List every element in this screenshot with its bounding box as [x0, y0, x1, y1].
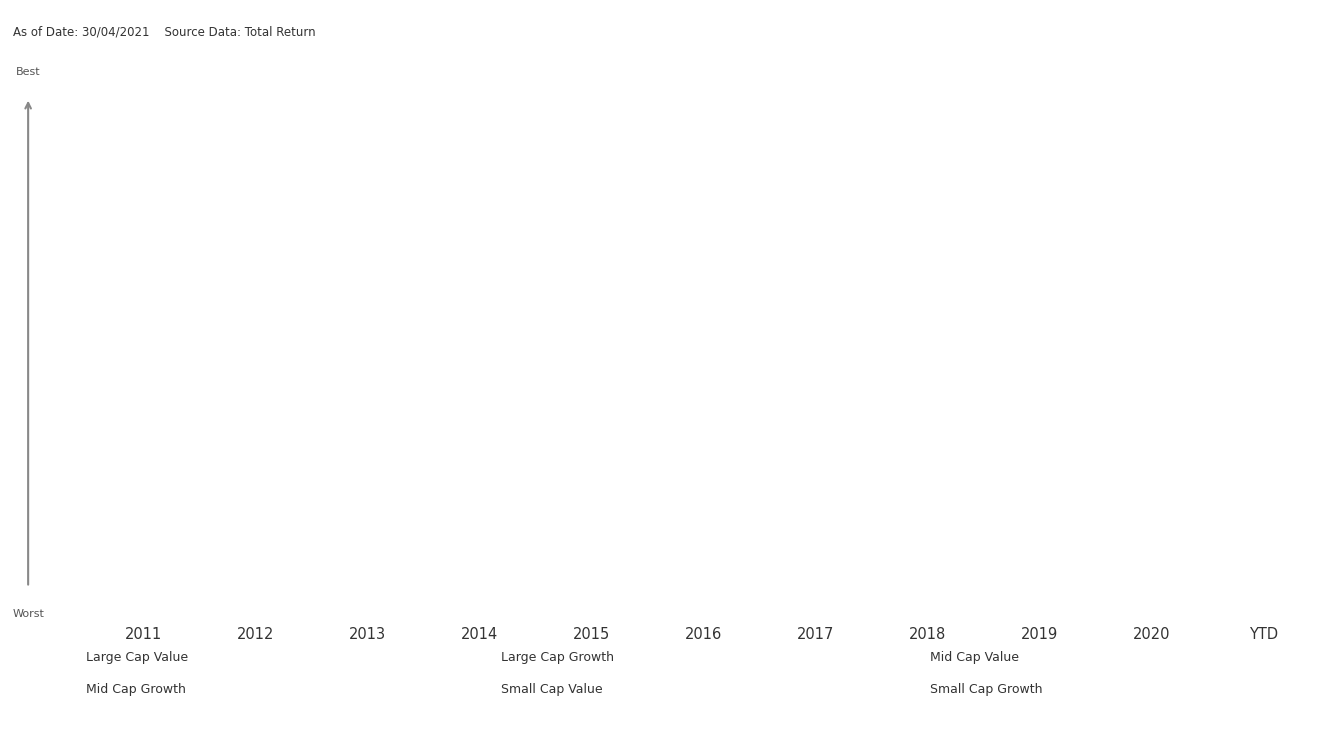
Text: Mid Cap
Growth
57.5: Mid Cap Growth 57.5 [339, 187, 395, 233]
Text: 2015: 2015 [572, 627, 610, 642]
Text: Small Cap
Growth
13.2: Small Cap Growth 13.2 [221, 542, 289, 588]
Text: Large Cap
Value
1.1: Large Cap Value 1.1 [109, 187, 178, 233]
Text: 2013: 2013 [348, 627, 386, 642]
Text: Mid Cap
Growth
-1.7: Mid Cap Growth -1.7 [115, 364, 172, 410]
Text: Small Cap
Growth
11.8: Small Cap Growth 11.8 [669, 364, 738, 410]
Text: Mid Cap
Value
18.4: Mid Cap Value 18.4 [1235, 187, 1292, 233]
Text: 2016: 2016 [685, 627, 722, 642]
Text: Large Cap
Growth
22.1: Large Cap Growth 22.1 [781, 98, 851, 144]
Text: Small Cap
Growth
22.6: Small Cap Growth 22.6 [1118, 276, 1186, 321]
Text: Large Cap
Growth
21.7: Large Cap Growth 21.7 [556, 98, 626, 144]
Text: Small Cap
Value
-4.7: Small Cap Value -4.7 [1118, 453, 1186, 499]
Text: Large Cap
Growth
4.6: Large Cap Growth 4.6 [109, 98, 178, 144]
Text: Mid Cap Growth: Mid Cap Growth [86, 683, 186, 695]
Text: Mid Cap Value: Mid Cap Value [930, 652, 1018, 664]
Text: 2018: 2018 [909, 627, 946, 642]
Text: Small Cap
Value
13.9: Small Cap Value 13.9 [445, 542, 513, 588]
Text: Mid Cap
Value
-4.4: Mid Cap Value -4.4 [1124, 364, 1179, 410]
Text: Large Cap
Value
14.1: Large Cap Value 14.1 [1229, 276, 1298, 321]
Text: Large Cap
Value
5.4: Large Cap Value 5.4 [781, 364, 851, 410]
Text: Large Cap Value: Large Cap Value [86, 652, 188, 664]
Text: Mid Cap
Value
27.3: Mid Cap Value 27.3 [1012, 364, 1068, 410]
Text: Small Cap
Growth
15.4: Small Cap Growth 15.4 [445, 453, 513, 499]
Text: Mid Cap
Growth
22.3: Mid Cap Growth 22.3 [452, 364, 507, 410]
Text: Large Cap
Growth
26.9: Large Cap Growth 26.9 [1116, 98, 1187, 144]
Text: Mid Cap
Growth
4.9: Mid Cap Growth 4.9 [1235, 542, 1292, 588]
Text: Mid Cap
Growth
35.7: Mid Cap Growth 35.7 [1012, 187, 1068, 233]
Text: As of Date: 30/04/2021    Source Data: Total Return: As of Date: 30/04/2021 Source Data: Tota… [13, 26, 316, 39]
Text: Mid Cap
Value
7.1: Mid Cap Value 7.1 [564, 453, 619, 499]
Text: Mid Cap
Growth
12.3: Mid Cap Growth 12.3 [564, 187, 619, 233]
Text: Mid Cap
Value
54.9: Mid Cap Value 54.9 [339, 364, 395, 410]
Text: Small Cap
Value
-5.5: Small Cap Value -5.5 [109, 542, 177, 588]
Text: Small Cap
Growth
10.9: Small Cap Growth 10.9 [557, 276, 626, 321]
Text: Large Cap
Value
-7.4: Large Cap Value -7.4 [1116, 542, 1187, 588]
Text: Large Cap
Growth
36.7: Large Cap Growth 36.7 [1005, 98, 1075, 144]
Text: Large Cap
Value
53.3: Large Cap Value 53.3 [332, 542, 402, 588]
Text: Mid Cap
Value
-1.4: Mid Cap Value -1.4 [115, 276, 172, 321]
Text: Small Cap
Growth
13.1: Small Cap Growth 13.1 [781, 276, 850, 321]
Text: Mid Cap
Value
25.4: Mid Cap Value 25.4 [452, 98, 507, 144]
Text: Best: Best [16, 66, 40, 77]
Text: Small Cap
Value
16.6: Small Cap Value 16.6 [221, 187, 289, 233]
Text: Small Cap
Growth
66.3: Small Cap Growth 66.3 [334, 98, 402, 144]
Text: 2011: 2011 [125, 627, 162, 642]
Text: Small Cap
Value
23.5: Small Cap Value 23.5 [1230, 98, 1298, 144]
Text: Large Cap
Value
15.5: Large Cap Value 15.5 [220, 276, 291, 321]
Text: Small Cap Value: Small Cap Value [501, 683, 603, 695]
Text: Mid Cap
Growth
16.0: Mid Cap Growth 16.0 [788, 187, 843, 233]
Text: Mid Cap
Growth
14.4: Mid Cap Growth 14.4 [228, 364, 283, 410]
Text: Large Cap
Value
8.6: Large Cap Value 8.6 [556, 364, 626, 410]
Text: Mid Cap
Growth
7.8: Mid Cap Growth 7.8 [675, 453, 732, 499]
Text: Large Cap
Growth
7.5: Large Cap Growth 7.5 [669, 542, 738, 588]
Text: Mid Cap
Value
20.6: Mid Cap Value 20.6 [675, 187, 732, 233]
Text: Large Cap
Value
26.6: Large Cap Value 26.6 [1005, 453, 1075, 499]
Text: Small Cap
Value
32.4: Small Cap Value 32.4 [669, 98, 738, 144]
Text: 2020: 2020 [1134, 627, 1171, 642]
Text: Mid Cap
Growth
5.8: Mid Cap Growth 5.8 [900, 187, 955, 233]
Text: 2012: 2012 [237, 627, 273, 642]
Text: Large Cap
Growth
53.9: Large Cap Growth 53.9 [332, 453, 402, 499]
Text: Mid Cap
Value
17.0: Mid Cap Value 17.0 [228, 98, 283, 144]
Text: Small Cap
Value
22.6: Small Cap Value 22.6 [1005, 542, 1073, 588]
Text: Large Cap
Growth
13.6: Large Cap Growth 13.6 [220, 453, 291, 499]
Text: Small Cap
Value
-0.2: Small Cap Value -0.2 [781, 542, 850, 588]
Text: Small Cap
Value
56.1: Small Cap Value 56.1 [334, 276, 402, 321]
Text: Small Cap
Growth
-2.9: Small Cap Growth -2.9 [109, 453, 177, 499]
Text: 2019: 2019 [1021, 627, 1059, 642]
Text: Small Cap
Growth
28.7: Small Cap Growth 28.7 [1005, 276, 1073, 321]
Text: Mid Cap
Value
4.9: Mid Cap Value 4.9 [788, 453, 843, 499]
Text: Small Cap
Value
0.8: Small Cap Value 0.8 [894, 364, 962, 410]
Text: Small Cap
Value
-3.2: Small Cap Value -3.2 [894, 542, 962, 588]
Text: 2014: 2014 [461, 627, 498, 642]
Text: Large Cap
Value
4.2: Large Cap Value 4.2 [892, 276, 962, 321]
Text: Large Cap
Growth
8.3: Large Cap Growth 8.3 [1229, 364, 1298, 410]
Text: Mid Cap
Growth
23.5: Mid Cap Growth 23.5 [1124, 187, 1179, 233]
Text: YTD: YTD [1249, 627, 1278, 642]
Text: Large Cap
Growth
10.5: Large Cap Growth 10.5 [892, 98, 962, 144]
Text: Small Cap
Growth
7.1: Small Cap Growth 7.1 [1230, 453, 1298, 499]
Text: Mid Cap
Value
-2.6: Mid Cap Value -2.6 [900, 453, 955, 499]
Text: 2017: 2017 [797, 627, 835, 642]
Text: Small Cap Growth: Small Cap Growth [930, 683, 1043, 695]
Text: Small Cap
Value
4.1: Small Cap Value 4.1 [557, 542, 626, 588]
Text: Large Cap
Value
16.8: Large Cap Value 16.8 [669, 276, 738, 321]
Text: Worst: Worst [12, 609, 44, 619]
Text: Large Cap
Value
23.5: Large Cap Value 23.5 [445, 276, 515, 321]
Text: Large Cap
Growth
24.2: Large Cap Growth 24.2 [445, 187, 515, 233]
Text: Large Cap Growth: Large Cap Growth [501, 652, 614, 664]
